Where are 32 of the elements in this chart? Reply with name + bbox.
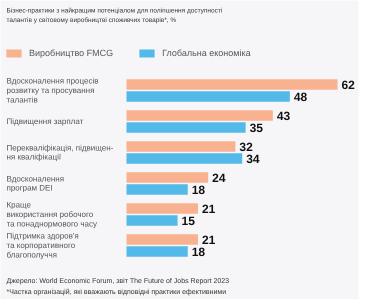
data-label: 34 [246,152,260,166]
data-label: 48 [294,90,308,104]
data-label: 18 [192,183,206,197]
bar [126,246,188,257]
y-tick-label: Вдосконалення процесів розвитку та просування талантів [6,76,98,104]
bar [126,184,188,195]
bar [126,122,246,133]
data-label: 43 [276,109,291,123]
y-tick-label: Краще використання робочого та понаднормового часу [6,200,97,228]
bar [126,110,273,121]
data-label: 18 [192,245,206,259]
y-tick-label: Перекваліфікація, підвищен- ня кваліфікації [6,143,114,162]
bar [126,141,236,152]
data-label: 21 [202,202,216,216]
data-label: 62 [342,78,356,92]
y-tick-label: Вдосконалення програм DEI [6,174,64,193]
legend-label: Виробництво FMCG [29,48,114,58]
legend-label: Глобальна економіка [162,48,251,58]
data-label: 21 [202,233,216,247]
y-tick-label: Підвищення зарплат [6,117,84,126]
data-label: 15 [182,214,196,228]
bar [126,91,290,102]
bar [126,203,198,214]
y-tick-label: Підтримка здоров'я та корпоративного благополуччя [6,232,79,260]
data-label: 24 [212,171,226,185]
bar [126,215,178,226]
bar [126,153,242,164]
bar [126,79,338,90]
data-label: 35 [250,121,264,135]
bar [126,172,208,183]
bar [126,234,198,245]
data-label: 32 [239,140,254,154]
